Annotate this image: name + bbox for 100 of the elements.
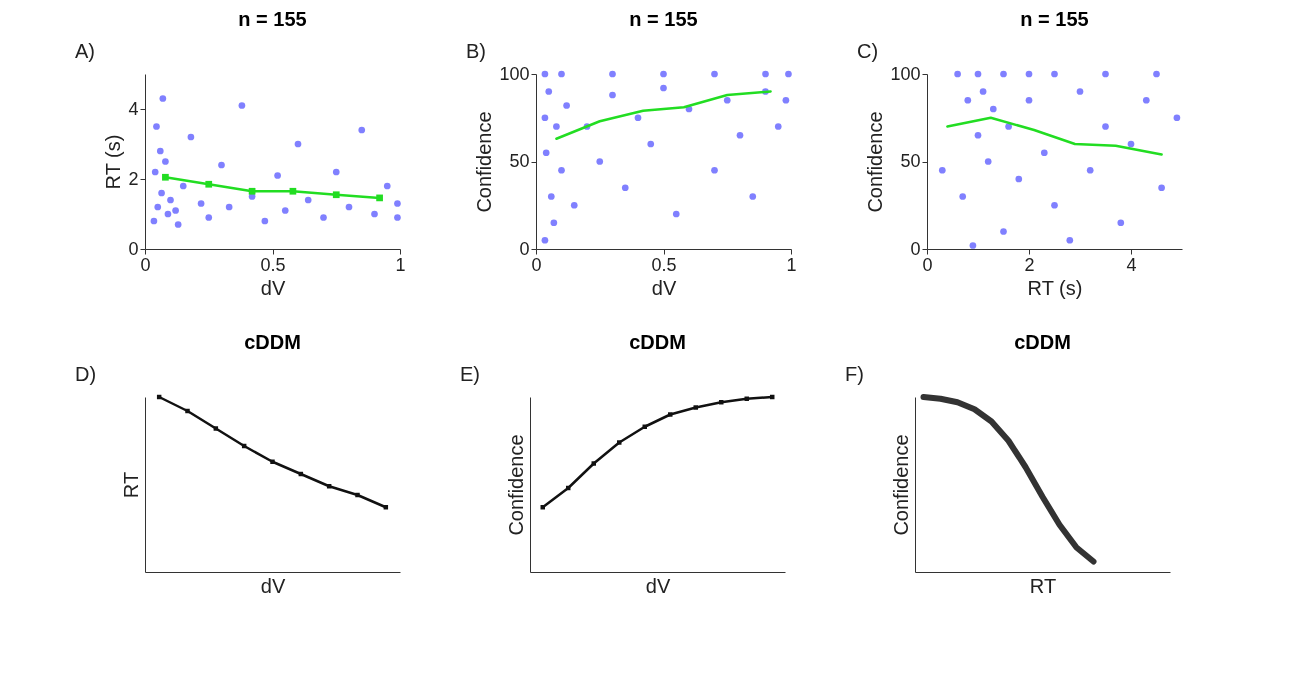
- point: [218, 161, 225, 169]
- point: [394, 214, 401, 221]
- point: [376, 194, 383, 202]
- x-tick-label: 0.5: [260, 254, 286, 275]
- point: [1102, 70, 1109, 78]
- point: [541, 70, 549, 78]
- point: [711, 166, 718, 174]
- point: [558, 166, 565, 174]
- y-tick-label: 4: [128, 98, 139, 119]
- point: [174, 221, 182, 228]
- point: [609, 91, 616, 99]
- point: [1040, 149, 1048, 157]
- point: [634, 114, 642, 122]
- chart-title: cDDM: [244, 331, 301, 353]
- point: [989, 105, 997, 113]
- text: E): [460, 363, 480, 385]
- point: [723, 96, 731, 104]
- point: [672, 210, 680, 218]
- point: [545, 88, 553, 95]
- point: [332, 168, 340, 176]
- line-series: [555, 90, 772, 140]
- point: [358, 126, 366, 134]
- point: [261, 217, 269, 225]
- point: [153, 123, 160, 130]
- point: [647, 140, 655, 148]
- point: [158, 189, 165, 197]
- point: [294, 140, 302, 148]
- point: [1025, 96, 1033, 104]
- point: [553, 123, 560, 130]
- point: [563, 102, 570, 109]
- point: [542, 149, 550, 157]
- point: [541, 236, 549, 244]
- y-axis-title: RT: [119, 471, 142, 499]
- y-tick-label: 50: [900, 151, 921, 171]
- point: [547, 193, 555, 200]
- point: [172, 207, 179, 214]
- x-axis-title: dV: [645, 574, 671, 597]
- point: [1025, 70, 1033, 78]
- point: [185, 408, 190, 414]
- point: [621, 184, 629, 192]
- point: [371, 210, 378, 218]
- point: [984, 158, 992, 165]
- point: [164, 210, 172, 218]
- point: [1015, 175, 1023, 183]
- point: [281, 207, 289, 214]
- text: F): [845, 363, 864, 385]
- x-axis-title: dV: [260, 276, 286, 299]
- point: [1173, 114, 1181, 122]
- text: B): [466, 40, 486, 62]
- point: [1102, 123, 1109, 130]
- text: D): [75, 363, 97, 385]
- y-tick-label: 0: [128, 238, 139, 259]
- point: [964, 96, 972, 104]
- chart-title: cDDM: [629, 331, 686, 353]
- y-tick-label: 50: [509, 151, 530, 171]
- x-axis-title: dV: [260, 574, 286, 597]
- point: [693, 405, 698, 410]
- point: [596, 158, 604, 165]
- point: [550, 219, 558, 227]
- chart-title: cDDM: [1014, 331, 1071, 353]
- point: [736, 131, 744, 139]
- point: [660, 70, 667, 78]
- y-axis-title: Confidence: [864, 111, 887, 213]
- point: [151, 168, 159, 176]
- point: [1117, 219, 1125, 227]
- point: [974, 131, 982, 139]
- point: [150, 217, 158, 225]
- point: [541, 114, 549, 122]
- point: [558, 70, 565, 78]
- point: [774, 123, 782, 130]
- point: [162, 173, 169, 181]
- point: [668, 412, 673, 417]
- point: [1158, 184, 1165, 192]
- point: [320, 214, 327, 221]
- point: [394, 200, 401, 207]
- point: [1051, 70, 1058, 78]
- point: [959, 193, 967, 200]
- point: [159, 95, 167, 102]
- y-axis-title: Confidence: [504, 434, 527, 536]
- x-tick-label: 2: [1024, 254, 1035, 275]
- chart-title: n = 155: [1020, 8, 1089, 30]
- x-tick-label: 1: [786, 254, 797, 275]
- point: [954, 70, 961, 78]
- x-tick-label: 0.5: [651, 254, 677, 275]
- y-tick-label: 2: [128, 168, 139, 189]
- point: [274, 172, 281, 179]
- point: [179, 182, 187, 190]
- point: [617, 440, 622, 445]
- y-axis-title: RT (s): [102, 134, 125, 190]
- point: [332, 191, 340, 199]
- point: [304, 196, 312, 204]
- point: [345, 203, 353, 211]
- point: [711, 70, 718, 78]
- point: [205, 214, 213, 221]
- x-axis-title: dV: [651, 276, 677, 299]
- x-axis-title: RT (s): [1027, 276, 1083, 299]
- point: [270, 459, 275, 464]
- y-tick-label: 0: [519, 238, 530, 259]
- point: [156, 147, 164, 155]
- y-tick-label: 100: [499, 63, 530, 84]
